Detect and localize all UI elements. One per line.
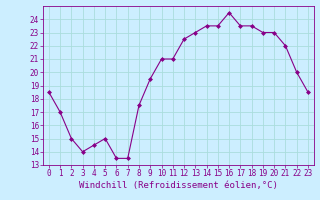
X-axis label: Windchill (Refroidissement éolien,°C): Windchill (Refroidissement éolien,°C) (79, 181, 278, 190)
